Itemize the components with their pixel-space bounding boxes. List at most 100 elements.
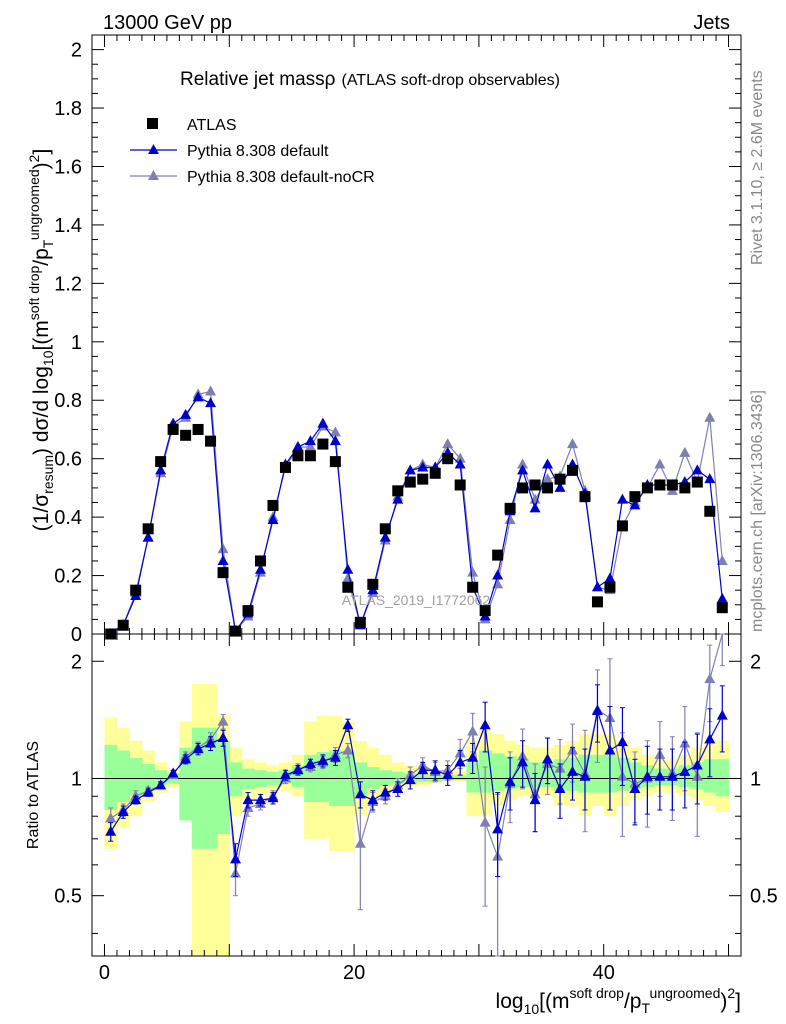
point-default xyxy=(155,464,167,475)
point-atlas xyxy=(205,435,217,447)
point-atlas xyxy=(304,450,316,462)
ratio-point-default xyxy=(604,744,616,755)
point-default xyxy=(180,408,192,419)
point-atlas xyxy=(492,549,504,561)
point-nocr xyxy=(542,473,554,484)
point-atlas xyxy=(529,479,541,491)
ratio-point-default xyxy=(317,754,329,765)
ratio-ylabel: Ratio to ATLAS xyxy=(25,741,42,849)
point-atlas xyxy=(567,464,579,476)
point-default xyxy=(454,458,466,469)
point-nocr xyxy=(329,426,341,437)
point-atlas xyxy=(542,482,554,494)
point-atlas xyxy=(267,499,279,511)
ratio-point-default xyxy=(105,825,117,836)
ratio-point-default xyxy=(542,753,554,764)
legend-label-nocr: Pythia 8.308 default-noCR xyxy=(187,169,375,186)
point-atlas xyxy=(629,491,641,503)
ratio-point-default xyxy=(167,767,179,778)
point-atlas xyxy=(230,625,242,637)
point-atlas xyxy=(217,567,229,579)
point-default xyxy=(379,531,391,542)
ratio-point-default xyxy=(691,759,703,770)
legend-marker-nocr xyxy=(148,170,159,180)
ratio-point-default xyxy=(342,719,354,730)
ratio-point-default xyxy=(205,737,217,748)
jets-label: Jets xyxy=(693,12,730,34)
point-atlas xyxy=(354,616,366,628)
point-nocr xyxy=(567,438,579,449)
ratio-point-default xyxy=(704,733,716,744)
point-nocr xyxy=(679,446,691,457)
ratio-point-default xyxy=(379,786,391,797)
ratio-point-default xyxy=(230,853,242,864)
upper-ytick-label: 0.4 xyxy=(54,507,82,529)
point-atlas xyxy=(367,578,379,590)
band-green xyxy=(229,762,243,797)
upper-ytick-label: 0.6 xyxy=(54,449,82,471)
band-green xyxy=(104,744,118,810)
ratio-point-nocr xyxy=(342,744,354,755)
point-atlas xyxy=(591,596,603,608)
ratio-point-default xyxy=(367,794,379,805)
band-green xyxy=(379,770,393,786)
point-nocr xyxy=(304,440,316,451)
point-atlas xyxy=(554,473,566,485)
point-atlas xyxy=(329,456,341,468)
point-atlas xyxy=(379,523,391,535)
point-default xyxy=(591,581,603,592)
ratio-point-default xyxy=(142,786,154,797)
ratio-point-nocr xyxy=(217,715,229,726)
band-green xyxy=(466,762,480,793)
ratio-point-default xyxy=(504,775,516,786)
ratio-point-default xyxy=(130,794,142,805)
point-default xyxy=(492,569,504,580)
point-atlas xyxy=(429,467,441,479)
point-atlas xyxy=(180,429,192,441)
point-default xyxy=(616,493,628,504)
ratio-point-default xyxy=(429,764,441,775)
legend: ATLAS Pythia 8.308 default Pythia 8.308 … xyxy=(130,117,375,186)
ratio-point-default xyxy=(517,756,529,767)
ratio-point-default xyxy=(591,705,603,716)
point-atlas xyxy=(142,523,154,535)
point-atlas xyxy=(117,619,129,631)
point-default xyxy=(342,563,354,574)
point-default xyxy=(304,435,316,446)
band-green xyxy=(179,747,193,821)
point-atlas xyxy=(704,505,716,517)
point-default xyxy=(417,461,429,472)
band-green xyxy=(453,775,467,781)
ratio-point-default xyxy=(641,770,653,781)
xtick-label: 40 xyxy=(593,962,615,984)
point-default xyxy=(205,397,217,408)
ratio-point-default xyxy=(467,751,479,762)
point-atlas xyxy=(604,581,616,593)
ratio-point-default xyxy=(242,794,254,805)
point-nocr xyxy=(342,572,354,583)
point-nocr xyxy=(205,385,217,396)
point-atlas xyxy=(279,461,291,473)
ratio-point-default xyxy=(629,782,641,793)
ratio-point-default xyxy=(454,756,466,767)
lower-ytick-label: 1 xyxy=(71,768,82,790)
ratio-point-default xyxy=(567,765,579,776)
band-green xyxy=(191,727,205,849)
band-green xyxy=(491,753,505,791)
lower-ytick-label-right: 0.5 xyxy=(750,886,778,908)
legend-label-atlas: ATLAS xyxy=(187,117,237,134)
xtick-label: 0 xyxy=(99,962,110,984)
ratio-point-default xyxy=(392,782,404,793)
rivet-label: Rivet 3.1.10, ≥ 2.6M events xyxy=(749,70,766,265)
upper-ylabel: (1/σresum) dσ/d log10[(msoft drop/pTungr… xyxy=(26,149,56,532)
point-default xyxy=(517,464,529,475)
band-green xyxy=(141,763,155,791)
ratio-point-default xyxy=(217,732,229,743)
point-default xyxy=(392,493,404,504)
ratio-point-nocr xyxy=(704,673,716,684)
ratio-point-default xyxy=(666,770,678,781)
ratio-point-nocr xyxy=(467,725,479,736)
upper-ytick-label: 0 xyxy=(71,624,82,646)
point-atlas xyxy=(292,450,304,462)
point-nocr xyxy=(217,543,229,554)
